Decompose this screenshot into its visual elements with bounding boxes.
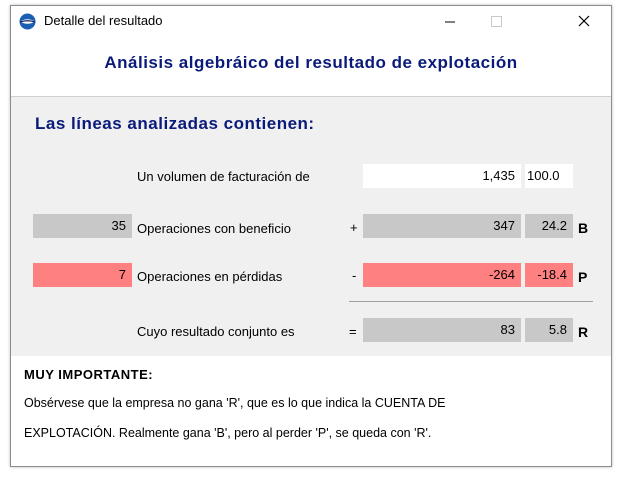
minimize-icon: [445, 21, 455, 23]
note-line-1: Obsérvese que la empresa no gana 'R', qu…: [24, 396, 446, 410]
result-pct: 5.8: [525, 318, 573, 342]
close-button[interactable]: [561, 6, 607, 36]
loss-label: Operaciones en pérdidas: [137, 269, 283, 284]
loss-pct: -18.4: [525, 263, 573, 287]
profit-pct: 24.2: [525, 214, 573, 238]
loss-value: -264: [363, 263, 521, 287]
profit-sign: +: [350, 220, 358, 235]
note-title: MUY IMPORTANTE:: [24, 367, 154, 382]
result-value: 83: [363, 318, 521, 342]
profit-value: 347: [363, 214, 521, 238]
volume-label: Un volumen de facturación de: [137, 169, 310, 184]
profit-count: 35: [33, 214, 132, 238]
profit-letter: B: [578, 220, 589, 236]
title-bar[interactable]: Detalle del resultado: [11, 6, 611, 36]
result-label: Cuyo resultado conjunto es: [137, 324, 295, 339]
maximize-icon: [491, 16, 502, 27]
volume-value: 1,435: [363, 164, 521, 188]
result-divider: [349, 301, 593, 302]
maximize-button[interactable]: [473, 6, 519, 36]
app-icon: [19, 13, 36, 30]
result-sign: =: [349, 324, 357, 339]
loss-letter: P: [578, 269, 588, 285]
header-title: Análisis algebráico del resultado de exp…: [104, 53, 518, 72]
panel-heading: Las líneas analizadas contienen:: [35, 114, 315, 133]
window-title: Detalle del resultado: [44, 13, 163, 28]
loss-count: 7: [33, 263, 132, 287]
minimize-button[interactable]: [427, 6, 473, 36]
result-letter: R: [578, 324, 589, 340]
result-detail-window: Detalle del resultado Análisis algebráic…: [10, 5, 612, 467]
note-line-2: EXPLOTACIÓN. Realmente gana 'B', pero al…: [24, 426, 432, 440]
analysis-panel: Las líneas analizadas contienen: Un volu…: [11, 97, 611, 356]
volume-pct: 100.0: [525, 164, 573, 188]
loss-sign: -: [352, 268, 357, 283]
header: Análisis algebráico del resultado de exp…: [11, 36, 611, 97]
important-note: MUY IMPORTANTE: Obsérvese que la empresa…: [24, 364, 604, 456]
profit-label: Operaciones con beneficio: [137, 221, 291, 236]
close-icon: [578, 15, 590, 27]
